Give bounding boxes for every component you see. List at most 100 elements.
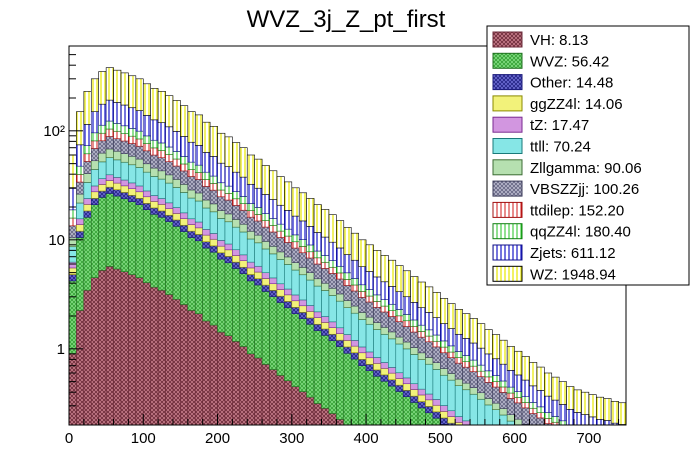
bar-zjets-bin-10 [142, 115, 151, 137]
bar-ttll-bin-10 [142, 171, 151, 192]
bar-zllgamma-bin-6 [113, 150, 122, 161]
bar-ttdilep-bin-34 [321, 261, 330, 269]
bar-zllgamma-bin-1 [76, 193, 85, 204]
bar-other-bin-35 [328, 333, 337, 341]
bar-vbszzjj-bin-61 [521, 407, 530, 425]
bar-qqzz4l-bin-37 [343, 272, 352, 280]
bar-zjets-bin-49 [432, 317, 441, 336]
y-axis: 1 10 10² [43, 45, 83, 426]
bar-ggzz4l-bin-2 [83, 204, 92, 212]
bar-other-bin-1 [76, 230, 85, 238]
bar-ggzz4l-bin-8 [128, 188, 137, 196]
bar-vbszzjj-bin-22 [232, 205, 241, 220]
bar-zjets-bin-63 [536, 390, 545, 408]
bar-vbszzjj-bin-52 [454, 362, 463, 380]
bar-ttll-bin-42 [380, 333, 389, 363]
bar-wvz-bin-12 [157, 216, 166, 291]
bar-ttdilep-bin-55 [477, 370, 486, 377]
bar-ggzz4l-bin-27 [269, 283, 278, 291]
bar-ttll-bin-46 [410, 354, 419, 385]
x-tick-label: 0 [65, 430, 73, 447]
bar-vbszzjj-bin-55 [477, 376, 486, 394]
bar-zllgamma-bin-9 [135, 158, 144, 168]
bar-ttdilep-bin-35 [328, 266, 337, 274]
bar-ttdilep-bin-5 [105, 128, 114, 137]
bar-wvz-bin-4 [98, 197, 107, 271]
bar-other-bin-45 [402, 390, 411, 397]
bar-tz-bin-39 [358, 346, 367, 354]
histogram-stack [68, 67, 627, 426]
bar-qqzz4l-bin-50 [440, 340, 449, 348]
bar-tz-bin-32 [306, 305, 315, 312]
bar-wz-bin-13 [165, 95, 174, 128]
bar-wvz-bin-48 [425, 412, 434, 426]
bar-wvz-bin-39 [358, 365, 367, 426]
bar-wvz-bin-28 [276, 302, 285, 376]
bar-other-bin-15 [180, 224, 189, 232]
bar-zjets-bin-43 [388, 286, 397, 305]
bar-zllgamma-bin-34 [321, 282, 330, 291]
bar-wvz-bin-47 [417, 407, 426, 426]
bar-wz-bin-34 [321, 209, 330, 238]
bar-vbszzjj-bin-8 [128, 143, 137, 157]
bar-zjets-bin-4 [98, 103, 107, 126]
bar-tz-bin-44 [395, 372, 404, 379]
bar-ttdilep-bin-23 [239, 203, 248, 211]
legend-label-zllgamma: Zllgamma: 90.06 [530, 160, 642, 177]
bar-vh-bin-30 [291, 386, 300, 426]
bar-qqzz4l-bin-23 [239, 196, 248, 204]
bar-tz-bin-8 [128, 182, 137, 190]
bar-vbszzjj-bin-41 [373, 306, 382, 323]
bar-ggzz4l-bin-41 [373, 363, 382, 371]
bar-vbszzjj-bin-62 [529, 413, 538, 426]
bar-qqzz4l-bin-52 [454, 351, 463, 358]
bar-ttdilep-bin-20 [217, 189, 226, 198]
bar-qqzz4l-bin-46 [410, 319, 419, 327]
bar-tz-bin-50 [440, 405, 449, 412]
legend-label-vh: VH: 8.13 [530, 32, 588, 49]
bar-zllgamma-bin-22 [232, 219, 241, 228]
bar-zjets-bin-1 [76, 144, 85, 167]
bar-ggzz4l-bin-24 [246, 267, 255, 275]
bar-ggzz4l-bin-26 [261, 278, 270, 286]
bar-wvz-bin-31 [298, 318, 307, 392]
bar-other-bin-33 [313, 323, 322, 331]
bar-ttll-bin-50 [440, 374, 449, 406]
bar-vh-bin-35 [328, 413, 337, 426]
bar-qqzz4l-bin-63 [536, 406, 545, 413]
bar-zjets-bin-57 [492, 358, 501, 376]
bar-ttll-bin-21 [224, 221, 233, 245]
bar-vbszzjj-bin-33 [313, 263, 322, 280]
bar-other-bin-31 [298, 312, 307, 319]
bar-wz-bin-36 [336, 220, 345, 249]
bar-wz-bin-62 [529, 362, 538, 387]
bar-ttll-bin-33 [313, 285, 322, 313]
bar-ttll-bin-48 [425, 363, 434, 395]
bar-tz-bin-38 [350, 340, 359, 347]
bar-other-bin-10 [142, 203, 151, 210]
bar-zjets-bin-46 [410, 302, 419, 321]
bar-zllgamma-bin-10 [142, 163, 151, 173]
bar-ttll-bin-25 [254, 242, 263, 267]
bar-wz-bin-69 [581, 391, 590, 415]
bar-vbszzjj-bin-3 [90, 148, 100, 162]
bar-vbszzjj-bin-0 [68, 225, 77, 239]
bar-vh-bin-15 [180, 304, 189, 426]
bar-tz-bin-52 [454, 416, 463, 423]
bar-qqzz4l-bin-16 [187, 161, 196, 170]
bar-zllgamma-bin-18 [202, 199, 211, 209]
bar-qqzz4l-bin-7 [120, 125, 129, 134]
bar-zllgamma-bin-7 [120, 153, 129, 163]
bar-wz-bin-14 [172, 100, 181, 132]
bar-zjets-bin-37 [343, 254, 352, 274]
bar-ttll-bin-34 [321, 290, 330, 317]
bar-vbszzjj-bin-60 [514, 402, 523, 420]
bar-wvz-bin-11 [150, 213, 159, 288]
bar-zjets-bin-62 [529, 385, 538, 403]
bar-zjets-bin-71 [595, 419, 605, 426]
bar-zjets-bin-66 [558, 404, 567, 422]
bar-ggzz4l-bin-43 [388, 372, 397, 381]
bar-vbszzjj-bin-12 [157, 157, 166, 172]
bar-wvz-bin-38 [350, 358, 359, 426]
bar-zjets-bin-67 [566, 409, 575, 426]
